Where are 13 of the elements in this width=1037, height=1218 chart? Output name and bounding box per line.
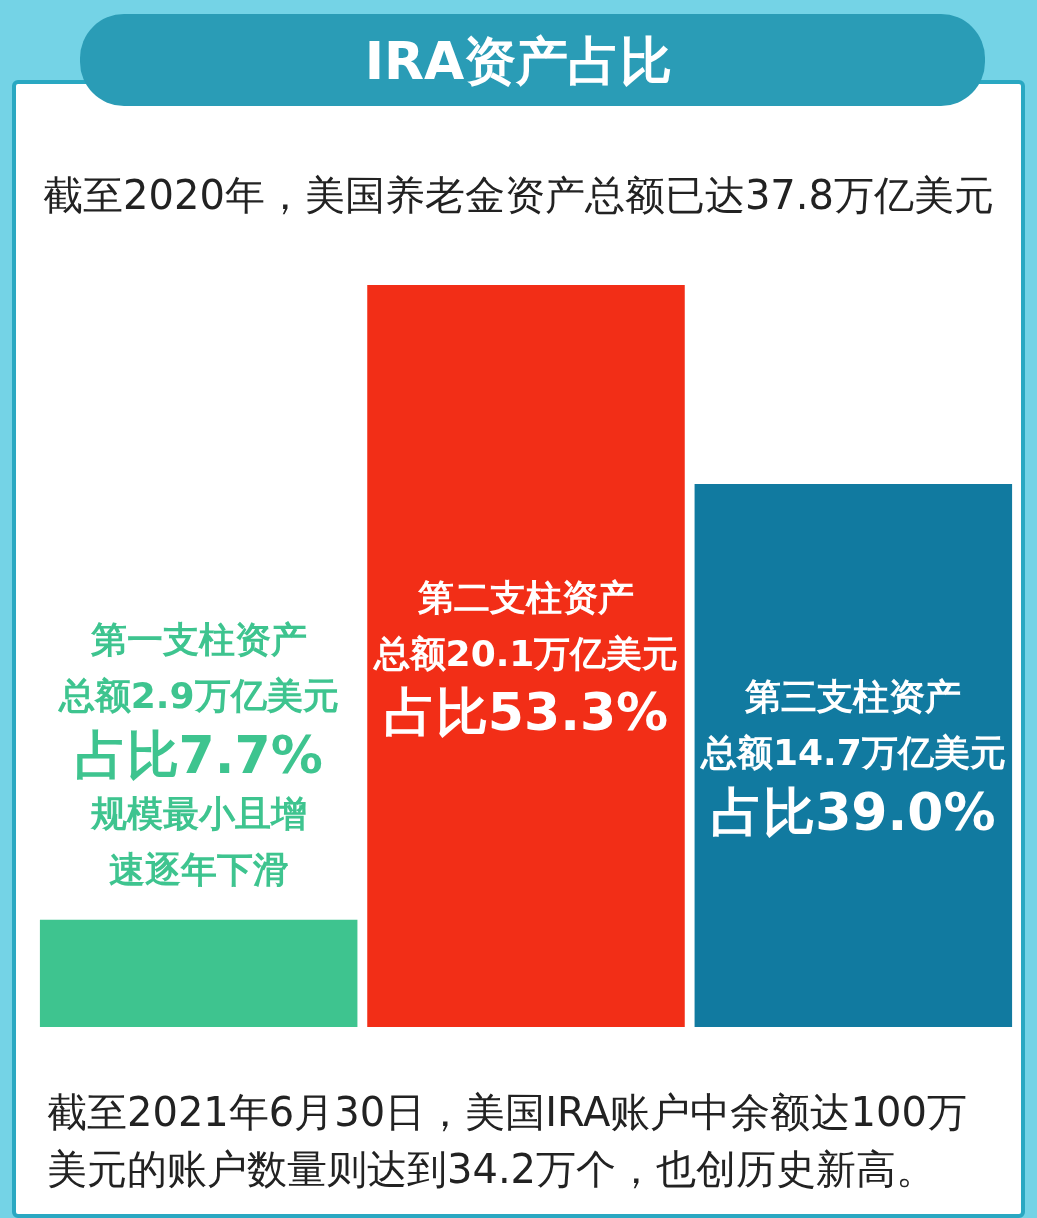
x-tick-label: 第三支柱资产 [744,676,962,718]
annotation: 总额2.9万亿美元 [56,675,339,717]
data-label: 占比7.7% [74,724,323,785]
chart-subtitle: 截至2020年，美国养老金资产总额已达37.8万亿美元 [43,172,994,218]
data-label: 占比53.3% [383,682,669,742]
x-tick-label: 第一支柱资产 [89,619,307,661]
data-label: 占比39.0% [711,781,996,842]
annotation: 总额14.7万亿美元 [698,732,1006,774]
annotation: 规模最小且增速逐年下滑 [89,793,307,891]
annotation: 总额20.1万亿美元 [371,632,679,674]
x-tick-label: 第二支柱资产 [417,576,634,618]
text: 截至2021年6月30日，美国IRA账户中余额达100万美元的账户数量则达到34.2万个，也创历史新高。 [47,1088,967,1192]
chart-title: IRA资产占比 [364,31,673,91]
